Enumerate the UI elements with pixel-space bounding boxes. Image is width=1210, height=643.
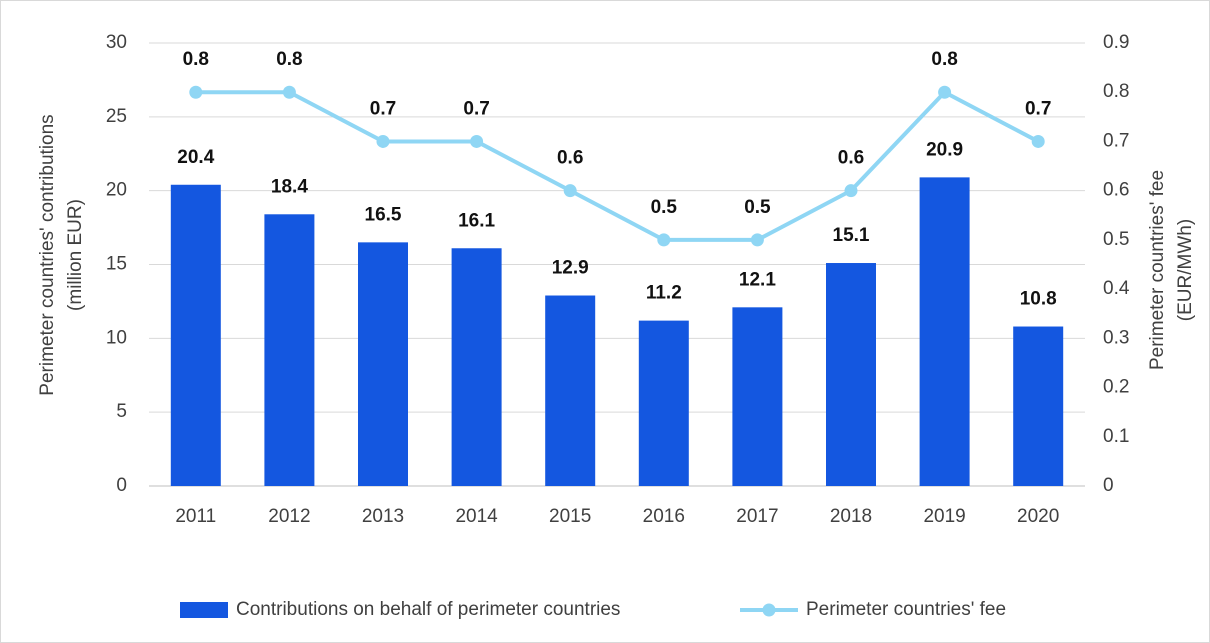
bar [545,295,596,486]
bar-value-label: 18.4 [271,176,308,197]
line-marker [189,85,203,99]
bar [638,320,689,486]
y2-axis-title-line: (EUR/MWh) [1175,219,1196,321]
y-tick-label: 0 [116,475,127,496]
y-tick-label: 10 [106,327,127,348]
bar-value-label: 20.4 [177,147,214,168]
x-tick-label: 2020 [1017,506,1059,527]
x-tick-label: 2018 [830,506,872,527]
bar-value-label: 10.8 [1020,289,1057,310]
x-tick-label: 2017 [736,506,778,527]
legend-label: Perimeter countries' fee [806,599,1006,620]
bar [358,242,408,486]
line-value-label: 0.8 [183,49,209,70]
line-value-label: 0.6 [557,148,583,169]
bar-value-label: 11.2 [646,283,682,304]
legend-label: Contributions on behalf of perimeter cou… [236,599,620,620]
line-value-label: 0.7 [1025,98,1051,119]
line-marker [844,184,858,198]
line-marker [1031,134,1045,148]
y2-tick-label: 0.1 [1103,426,1129,447]
bar [1013,326,1064,486]
line-marker [750,233,764,247]
x-tick-label: 2015 [549,506,591,527]
legend-swatch [180,602,228,618]
bar-value-label: 12.1 [739,269,776,290]
line-marker [657,233,671,247]
x-tick-label: 2012 [268,506,310,527]
y2-axis-title: Perimeter countries' fee (EUR/MWh) [1147,170,1196,370]
y2-tick-label: 0.5 [1103,229,1129,250]
y-tick-label: 5 [116,401,127,422]
bar-value-label: 15.1 [833,225,870,246]
line-value-label: 0.8 [276,49,302,70]
line-marker [563,184,577,198]
bar [451,248,502,486]
x-tick-label: 2011 [175,506,216,527]
bar-value-label: 20.9 [926,139,963,160]
y2-tick-label: 0.6 [1103,180,1129,201]
bar [264,214,315,486]
y-axis-title-line: Perimeter countries' contributions [37,114,58,395]
line-value-label: 0.7 [370,98,396,119]
y2-axis-title-line: Perimeter countries' fee [1147,170,1168,370]
y2-tick-label: 0.2 [1103,377,1129,398]
y2-tick-label: 0.7 [1103,130,1129,151]
y2-tick-label: 0.9 [1103,32,1129,53]
x-tick-label: 2019 [923,506,965,527]
line-value-label: 0.5 [651,197,678,218]
bar-value-label: 16.1 [458,210,495,231]
bar [732,307,783,486]
y2-tick-label: 0.4 [1103,278,1130,299]
line-marker [470,134,484,148]
y-tick-label: 30 [106,32,127,53]
y-axis-title: Perimeter countries' contributions (milli… [37,114,86,395]
y2-tick-label: 0 [1103,475,1114,496]
y-tick-label: 25 [106,106,127,127]
line-marker [376,134,390,148]
y2-tick-label: 0.8 [1103,81,1129,102]
line-marker [282,85,296,99]
line-value-label: 0.8 [931,49,957,70]
x-tick-label: 2014 [455,506,498,527]
line-marker [938,85,952,99]
line-value-label: 0.7 [463,98,489,119]
line [195,90,1040,242]
bar [919,177,970,487]
x-tick-label: 2016 [643,506,685,527]
y-tick-label: 15 [106,254,127,275]
legend-marker [762,603,776,617]
bar [170,184,221,486]
bar-value-label: 16.5 [365,204,402,225]
bar-value-label: 12.9 [552,258,589,279]
line-value-label: 0.5 [744,197,771,218]
y-axis-title-line: (million EUR) [65,199,86,311]
bar [826,263,876,486]
y-tick-label: 20 [106,180,127,201]
y2-tick-label: 0.3 [1103,327,1129,348]
x-tick-label: 2013 [362,506,404,527]
line-value-label: 0.6 [838,148,864,169]
